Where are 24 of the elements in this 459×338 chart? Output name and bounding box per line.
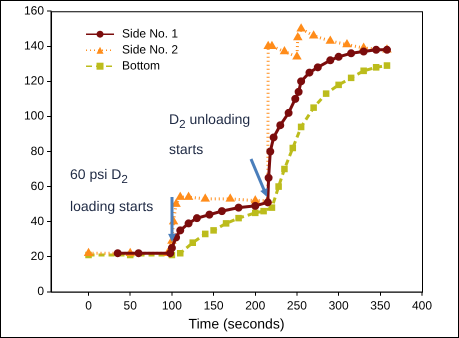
x-tick-label: 350 <box>370 298 391 312</box>
annotation: D$_{2}$ unloading starts <box>169 110 252 159</box>
y-tick-label: 160 <box>24 4 44 18</box>
x-tick-label: 0 <box>85 298 92 312</box>
y-tick-label: 140 <box>24 38 44 53</box>
y-tick-label: 120 <box>24 74 44 88</box>
legend-label: Side No. 2 <box>122 42 178 57</box>
y-tick-label: 80 <box>30 144 44 158</box>
y-tick-label: 60 <box>30 178 44 193</box>
y-tick-label: 0 <box>37 284 44 298</box>
x-axis-title: Time (seconds) <box>188 315 284 332</box>
annotation: 60 psi D$_{2}$ loading starts <box>70 165 154 216</box>
legend-label: Bottom <box>122 58 160 73</box>
x-tick-label: 150 <box>204 298 224 312</box>
x-tick-label: 100 <box>162 298 182 312</box>
x-tick-label: 400 <box>412 298 432 312</box>
x-tick-label: 300 <box>328 298 349 312</box>
y-tick-label: 20 <box>30 249 44 264</box>
y-tick-label: 40 <box>30 214 44 228</box>
legend-label: Side No. 1 <box>122 26 178 41</box>
x-tick-label: 200 <box>245 298 266 312</box>
x-tick-label: 50 <box>124 298 138 312</box>
x-tick-label: 250 <box>286 298 308 312</box>
y-tick-label: 100 <box>24 108 44 123</box>
